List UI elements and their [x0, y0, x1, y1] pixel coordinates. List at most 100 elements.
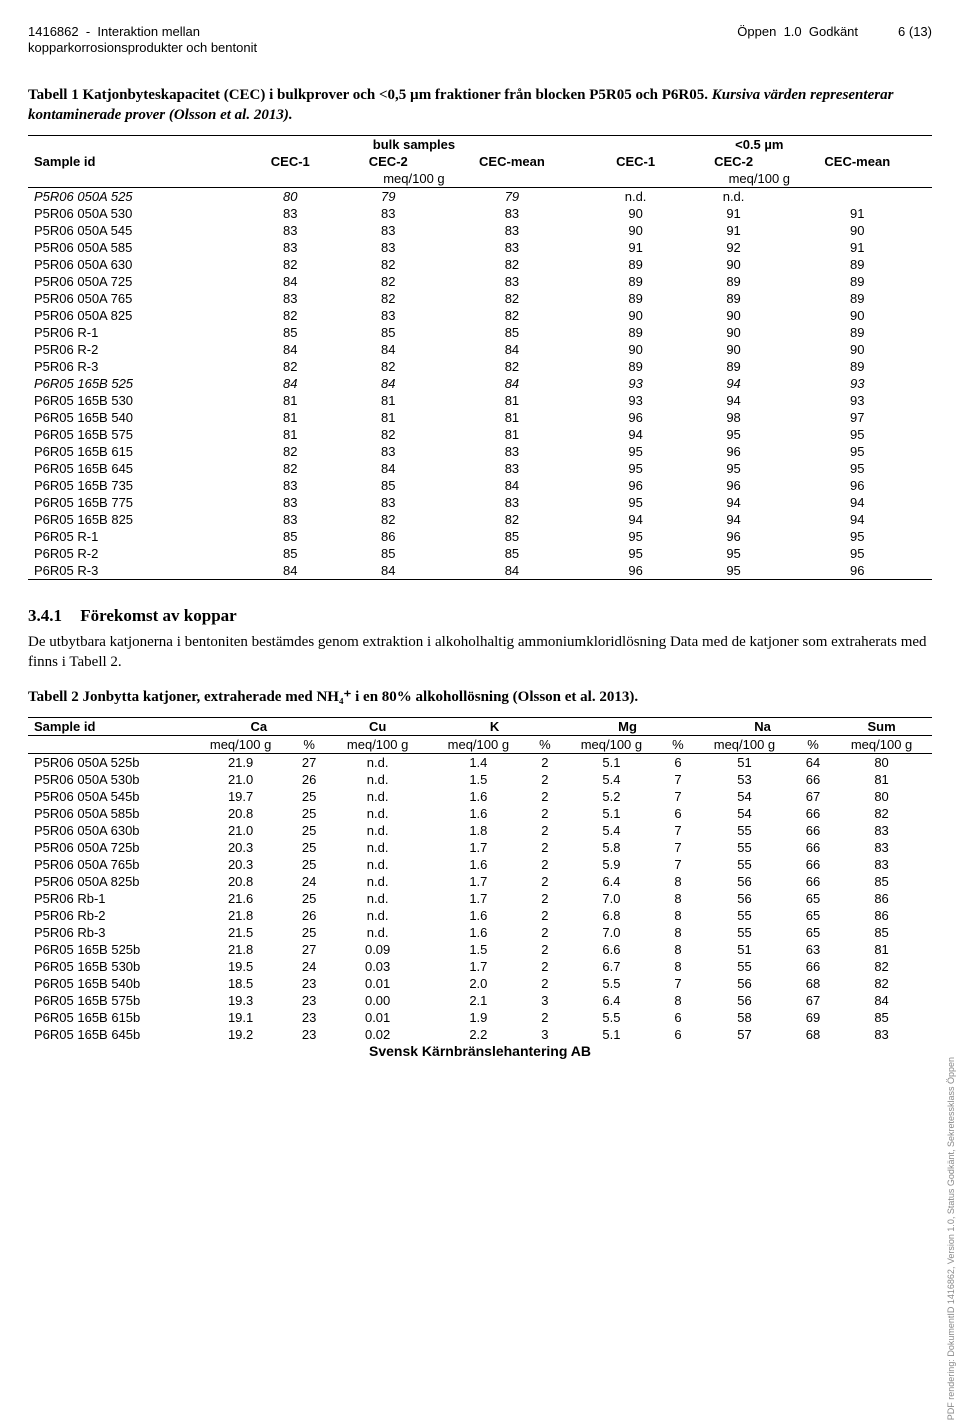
cell: 81 — [339, 392, 437, 409]
cell: 83 — [339, 494, 437, 511]
cell: 82 — [339, 426, 437, 443]
cell: 91 — [587, 239, 685, 256]
cell: 2 — [529, 907, 561, 924]
cell: 6.4 — [561, 873, 662, 890]
table-row: P5R06 050A 545838383909190 — [28, 222, 932, 239]
sample-id: P6R05 R-2 — [28, 545, 241, 562]
cell: 2 — [529, 856, 561, 873]
cell: 21.8 — [190, 941, 291, 958]
cell: 7.0 — [561, 924, 662, 941]
header-right: Öppen 1.0 Godkänt 6 (13) — [737, 24, 932, 39]
cell: 90 — [783, 307, 932, 324]
cell: 1.6 — [428, 788, 529, 805]
cell: 69 — [795, 1009, 831, 1026]
cell: 81 — [437, 426, 586, 443]
cell: 5.4 — [561, 771, 662, 788]
t2-u2: % — [291, 735, 327, 753]
table1: bulk samples <0.5 µm Sample id CEC-1 CEC… — [28, 135, 932, 580]
cell: 2 — [529, 873, 561, 890]
cell: 96 — [685, 443, 783, 460]
sample-id: P5R06 050A 530b — [28, 771, 190, 788]
cell: 0.02 — [327, 1026, 428, 1043]
t2-h1: Ca — [190, 717, 327, 735]
cell: 65 — [795, 907, 831, 924]
t2-h0: Sample id — [28, 717, 190, 735]
cell: 83 — [241, 477, 339, 494]
cell — [783, 188, 932, 206]
cell: 67 — [795, 992, 831, 1009]
table-row: P6R05 165B 775838383959494 — [28, 494, 932, 511]
cell: 83 — [241, 222, 339, 239]
cell: 25 — [291, 822, 327, 839]
cell: 91 — [783, 239, 932, 256]
table1-caption: Tabell 1 Katjonbyteskapacitet (CEC) i bu… — [28, 85, 932, 126]
table-row: P6R05 165B 530818181939493 — [28, 392, 932, 409]
cell: 95 — [783, 528, 932, 545]
cell: 90 — [685, 341, 783, 358]
cell: 82 — [339, 511, 437, 528]
cell: 84 — [339, 460, 437, 477]
cell: 25 — [291, 788, 327, 805]
sample-id: P6R05 165B 615b — [28, 1009, 190, 1026]
sample-id: P6R05 165B 645 — [28, 460, 241, 477]
cell: 0.00 — [327, 992, 428, 1009]
title-line2: kopparkorrosionsprodukter och bentonit — [28, 40, 257, 55]
cell: 83 — [437, 494, 586, 511]
cell: 90 — [587, 341, 685, 358]
t2-u4: meq/100 g — [428, 735, 529, 753]
cell: 1.7 — [428, 890, 529, 907]
cell: 91 — [685, 205, 783, 222]
cell: 2 — [529, 890, 561, 907]
section-heading: 3.4.1 Förekomst av koppar — [28, 606, 932, 626]
cell: 82 — [241, 256, 339, 273]
cell: 89 — [685, 358, 783, 375]
cell: 5.1 — [561, 1026, 662, 1043]
cell: 85 — [339, 324, 437, 341]
cell: 51 — [694, 941, 795, 958]
cell: 91 — [783, 205, 932, 222]
cell: 90 — [587, 205, 685, 222]
doc-id: 1416862 — [28, 24, 79, 39]
cell: 89 — [783, 256, 932, 273]
cell: 1.7 — [428, 873, 529, 890]
cell: 5.9 — [561, 856, 662, 873]
cell: 90 — [685, 324, 783, 341]
cell: 27 — [291, 941, 327, 958]
t2-u7: % — [662, 735, 694, 753]
table-row: P5R06 050A 765838282898989 — [28, 290, 932, 307]
t1-c5: CEC-2 — [685, 153, 783, 170]
cell: 84 — [339, 375, 437, 392]
t2-u1: meq/100 g — [190, 735, 291, 753]
cell: 67 — [795, 788, 831, 805]
sample-id: P5R06 050A 630b — [28, 822, 190, 839]
cell: 63 — [795, 941, 831, 958]
t2-h5: Na — [694, 717, 831, 735]
sample-id: P5R06 Rb-2 — [28, 907, 190, 924]
cell: 0.01 — [327, 1009, 428, 1026]
table-row: P5R06 050A 585b20.825n.d.1.625.16546682 — [28, 805, 932, 822]
cell: 2 — [529, 975, 561, 992]
t1-unit2: meq/100 g — [587, 170, 932, 188]
cell: 94 — [783, 511, 932, 528]
cell: 83 — [831, 839, 932, 856]
cell: 91 — [685, 222, 783, 239]
cell: 2 — [529, 924, 561, 941]
cell: 27 — [291, 753, 327, 771]
t1-c2: CEC-2 — [339, 153, 437, 170]
t1-c6: CEC-mean — [783, 153, 932, 170]
cell: 95 — [587, 528, 685, 545]
cell: n.d. — [327, 924, 428, 941]
t2-h2: Cu — [327, 717, 428, 735]
cell: 66 — [795, 822, 831, 839]
cell: 5.1 — [561, 805, 662, 822]
section-para: De utbytbara katjonerna i bentoniten bes… — [28, 632, 932, 673]
cell: 96 — [783, 562, 932, 580]
cell: 93 — [587, 375, 685, 392]
cell: 51 — [694, 753, 795, 771]
cell: 25 — [291, 924, 327, 941]
cell: 21.0 — [190, 771, 291, 788]
cell: 90 — [587, 222, 685, 239]
table-row: P6R05 165B 615828383959695 — [28, 443, 932, 460]
cell: 55 — [694, 822, 795, 839]
cell: 6.7 — [561, 958, 662, 975]
